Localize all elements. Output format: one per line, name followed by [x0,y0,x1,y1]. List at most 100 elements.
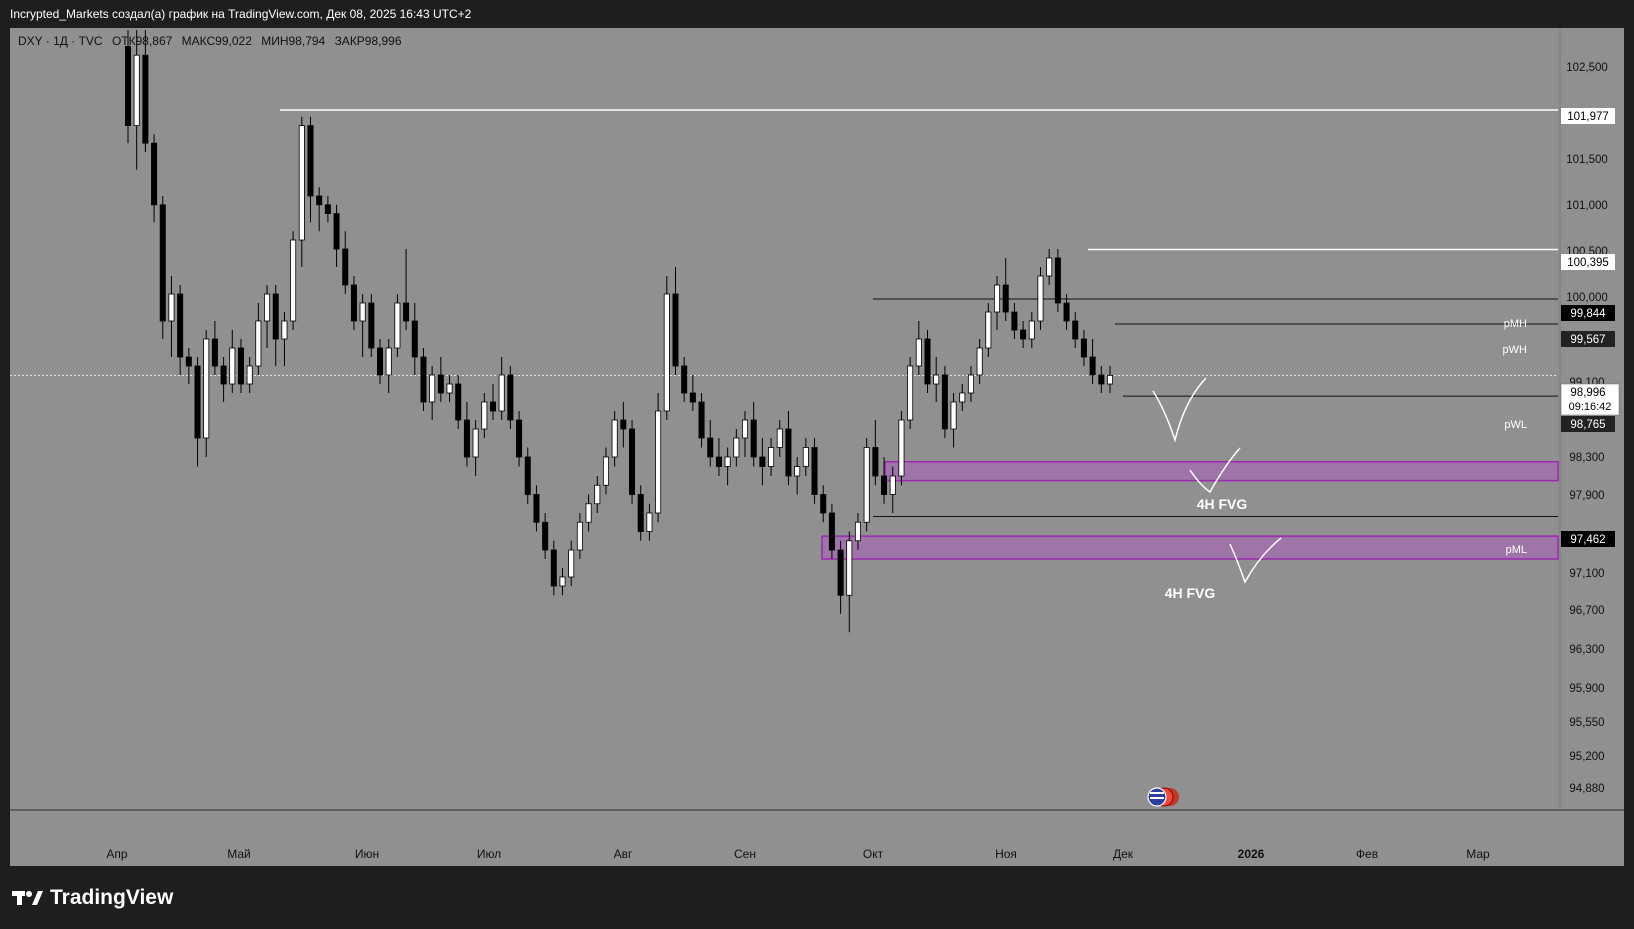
candle[interactable] [411,303,418,375]
candle[interactable] [933,357,940,402]
candle[interactable] [437,357,444,402]
candle[interactable] [533,485,540,532]
candle[interactable] [455,375,462,429]
candle[interactable] [959,384,966,411]
candle[interactable] [733,429,740,467]
fvg-zone[interactable] [884,461,1559,482]
price-label-pml[interactable]: 97,462 [1561,531,1615,547]
candle[interactable] [1054,249,1061,312]
candle[interactable] [133,30,140,170]
candle[interactable] [550,540,557,596]
candle[interactable] [681,357,688,402]
candle[interactable] [724,447,731,486]
candle[interactable] [576,513,583,559]
price-label-current[interactable]: 98,996 09:16:42 [1560,383,1620,416]
candle[interactable] [220,357,227,402]
candle[interactable] [489,384,496,420]
candle[interactable] [898,411,905,486]
candle[interactable] [707,420,714,467]
price-label-101977[interactable]: 101,977 [1561,108,1615,124]
candle[interactable] [324,196,331,223]
candle[interactable] [246,357,253,393]
candle[interactable] [889,466,896,514]
candle[interactable] [203,330,210,457]
candle[interactable] [307,116,314,223]
candle[interactable] [715,438,722,476]
candle[interactable] [403,249,410,330]
candle[interactable] [863,438,870,532]
candle[interactable] [463,402,470,467]
candle[interactable] [281,312,288,366]
candle[interactable] [872,420,879,486]
candle[interactable] [394,294,401,357]
candle[interactable] [507,366,514,429]
candle[interactable] [237,339,244,393]
candle[interactable] [646,503,653,541]
candle[interactable] [151,134,158,223]
candle[interactable] [1046,249,1053,285]
candle[interactable] [655,393,662,523]
candle[interactable] [1072,312,1079,348]
candle[interactable] [689,375,696,411]
candle[interactable] [420,348,427,411]
fvg-zone[interactable] [821,535,1559,560]
candle[interactable] [298,116,305,267]
us-flag-event-icon[interactable] [1147,787,1179,807]
candle[interactable] [1089,339,1096,384]
candle[interactable] [481,393,488,438]
candle[interactable] [524,447,531,504]
candle[interactable] [159,196,166,339]
candle[interactable] [142,30,149,152]
candle[interactable] [1106,366,1114,393]
candle[interactable] [941,366,948,438]
candle[interactable] [342,231,349,294]
drawing-check-mark-3[interactable] [1229,537,1282,584]
candle[interactable] [516,411,523,467]
tradingview-logo[interactable]: TradingView [12,886,173,910]
candle[interactable] [350,276,357,330]
drawing-check-mark-2[interactable] [1189,447,1241,494]
candle[interactable] [255,303,262,375]
candle[interactable] [820,485,827,523]
candle[interactable] [915,321,922,375]
candle[interactable] [846,531,853,633]
candle[interactable] [776,420,783,457]
candle[interactable] [620,402,627,448]
symbol-ticker[interactable]: DXY · 1Д · TVC [18,34,103,48]
candle[interactable] [594,476,601,513]
candle[interactable] [585,494,592,532]
candle[interactable] [542,513,549,559]
candle[interactable] [368,294,375,357]
candle[interactable] [1037,267,1044,330]
candle[interactable] [472,420,479,476]
candle[interactable] [750,402,757,467]
candle[interactable] [1020,321,1027,348]
candle[interactable] [316,187,323,232]
candle[interactable] [194,357,201,467]
candle[interactable] [359,294,366,357]
price-label-pwl[interactable]: 98,765 [1561,416,1615,432]
price-label-pmh[interactable]: 99,844 [1561,305,1615,321]
candle[interactable] [568,540,575,586]
price-label-pwh[interactable]: 99,567 [1561,331,1615,347]
candle[interactable] [967,366,974,402]
candle[interactable] [907,357,914,429]
candle[interactable] [272,285,279,366]
candle[interactable] [663,276,670,420]
candle[interactable] [1063,294,1070,330]
price-axis[interactable]: 102,500 101,500 101,000 100,500 100,000 … [1566,62,1608,795]
candle[interactable] [994,276,1001,330]
candle[interactable] [985,303,992,357]
candle[interactable] [698,393,705,448]
candle[interactable] [811,438,818,504]
candle[interactable] [446,375,453,402]
candle[interactable] [385,339,392,393]
candle[interactable] [429,366,436,420]
candle[interactable] [629,420,636,504]
candle[interactable] [794,457,801,495]
candle[interactable] [924,330,931,393]
candle[interactable] [333,204,340,267]
candle[interactable] [377,339,384,384]
candle[interactable] [828,503,835,559]
